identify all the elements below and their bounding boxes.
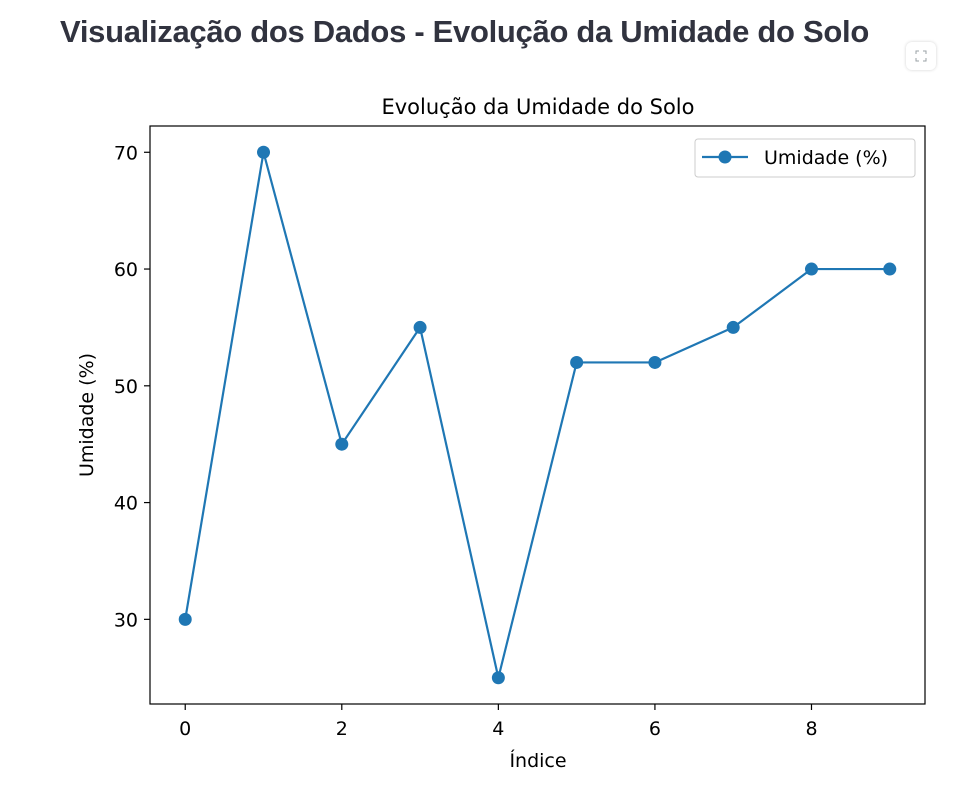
- fullscreen-button[interactable]: [906, 42, 936, 70]
- data-point: [178, 612, 192, 626]
- y-tick-label: 40: [114, 493, 138, 515]
- data-point: [648, 355, 662, 369]
- x-tick-label: 4: [492, 718, 504, 740]
- series-layer: [178, 145, 897, 685]
- legend-label: Umidade (%): [764, 147, 888, 169]
- y-tick-label: 70: [114, 142, 138, 164]
- series-line: [184, 151, 890, 679]
- x-tick-label: 2: [336, 718, 348, 740]
- x-tick-label: 0: [179, 718, 191, 740]
- data-point: [883, 262, 897, 276]
- expand-icon: [915, 50, 927, 62]
- plot-area: [149, 125, 926, 705]
- legend: Umidade (%): [694, 138, 916, 178]
- legend-marker: [718, 150, 732, 164]
- x-axis: 0 2 4 6 8: [179, 704, 818, 740]
- data-point: [335, 437, 349, 451]
- data-point: [413, 320, 427, 334]
- x-axis-label: Índice: [509, 749, 566, 772]
- x-tick-label: 8: [805, 718, 817, 740]
- y-tick-label: 60: [114, 259, 138, 281]
- data-point: [491, 671, 505, 685]
- page-title: Visualização dos Dados - Evolução da Umi…: [60, 14, 869, 49]
- data-point: [570, 355, 584, 369]
- y-axis: 30 40 50 60 70: [114, 142, 150, 631]
- y-tick-label: 30: [114, 609, 138, 631]
- y-axis-label: Umidade (%): [76, 353, 98, 477]
- data-point: [726, 320, 740, 334]
- chart-title: Evolução da Umidade do Solo: [381, 95, 694, 119]
- data-point: [257, 145, 271, 159]
- x-tick-label: 6: [649, 718, 661, 740]
- data-point: [804, 262, 818, 276]
- legend-box: [694, 138, 916, 178]
- y-tick-label: 50: [114, 376, 138, 398]
